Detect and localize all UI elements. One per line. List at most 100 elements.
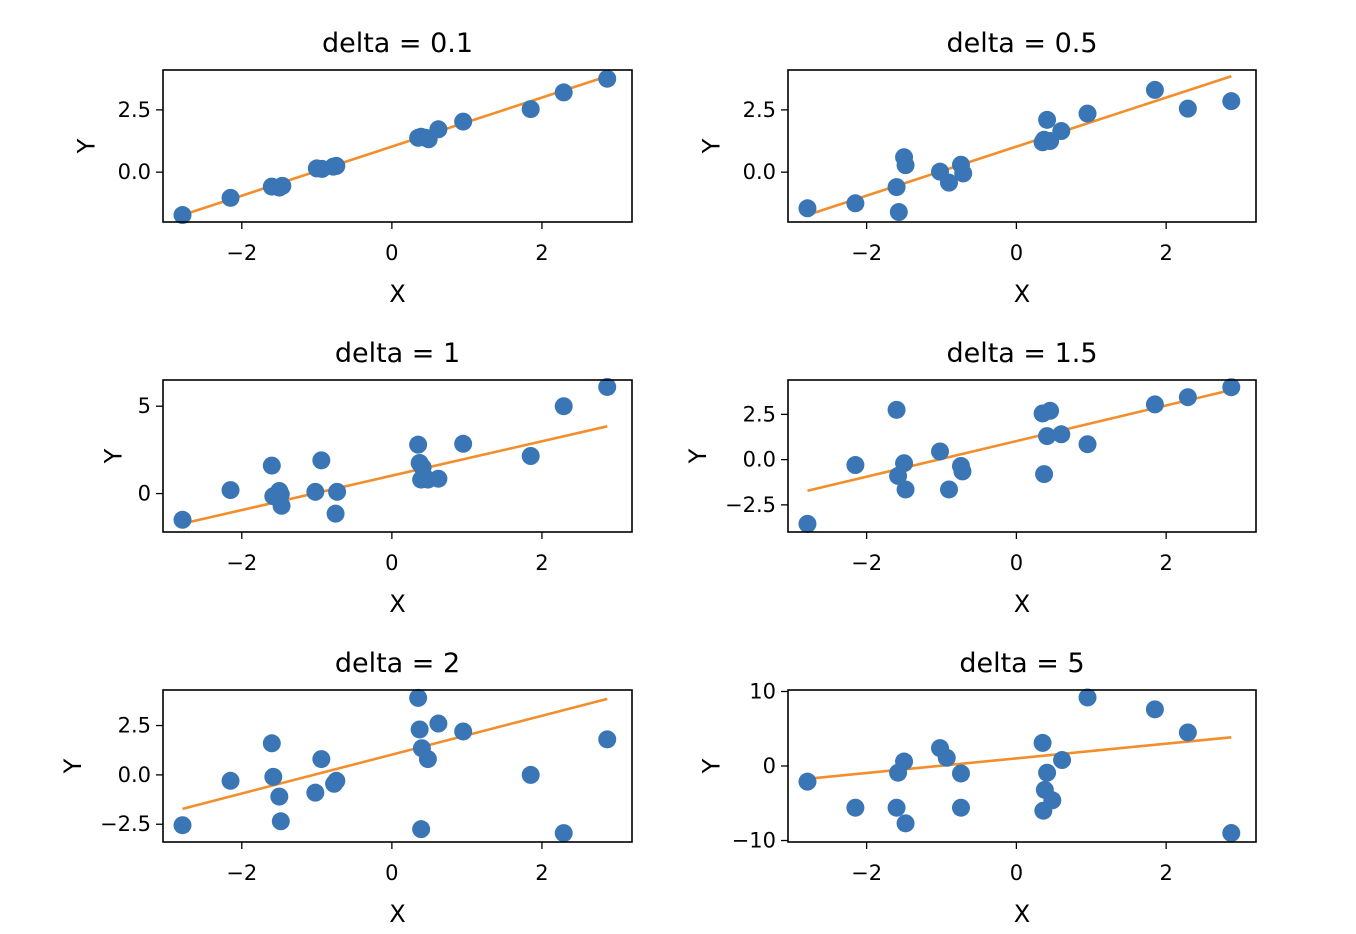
data-point [598,377,617,396]
x-axis-label: X [1014,280,1030,308]
y-axis-label: Y [684,448,712,464]
regression-line [807,736,1232,781]
data-point [273,176,292,195]
data-point [846,194,865,213]
y-axis-label: Y [100,448,128,464]
y-axis-label: Y [698,138,726,154]
data-point [1222,824,1241,843]
data-point [264,767,283,786]
data-point [1145,395,1164,414]
data-point [889,203,908,222]
data-point [409,688,428,707]
data-point [173,206,192,225]
data-point [173,510,192,529]
regression-line [807,74,1232,217]
regression-line [182,697,608,811]
data-point [306,783,325,802]
data-point [454,722,473,741]
x-tick-label: 2 [535,241,548,265]
data-point [798,199,817,218]
data-point [895,454,914,473]
data-point [1038,110,1057,129]
subplot-3: delta = 1 −2 0 2 0 5 X Y [100,338,633,618]
data-point [1178,723,1197,742]
data-point [327,156,346,175]
data-point [554,83,573,102]
data-point [272,496,291,515]
subplot-title: delta = 2 [335,648,460,679]
data-point [1043,791,1062,810]
data-point [846,456,865,475]
y-tick-label: −10 [732,829,776,853]
subplot-title: delta = 5 [959,648,1084,679]
y-tick-label: −2.5 [725,493,776,517]
data-point [270,787,289,806]
regression-line [182,74,608,217]
data-point [521,100,540,119]
data-point [312,451,331,470]
data-point [327,771,346,790]
data-point [1053,751,1072,770]
data-point [326,504,345,523]
data-point [1078,435,1097,454]
y-tick-label: 0.0 [118,160,151,184]
data-point [1038,763,1057,782]
data-point [1052,425,1071,444]
regression-line [807,388,1232,493]
y-axis-label: Y [73,138,101,154]
x-tick-label: 0 [1010,551,1023,575]
x-tick-label: 2 [1159,241,1172,265]
data-point [418,750,437,769]
y-tick-label: 0 [763,754,776,778]
data-point [953,462,972,481]
data-point [429,469,448,488]
subplot-6: delta = 5 −2 0 2 −10 0 10 X Y [698,648,1257,928]
y-tick-label: 0.0 [743,160,776,184]
x-tick-label: 2 [1159,861,1172,885]
y-axis-label: Y [59,758,87,774]
subplot-4: delta = 1.5 −2 0 2 −2.5 0.0 2.5 X Y [684,338,1257,618]
data-point [1078,104,1097,123]
data-point [598,69,617,88]
y-tick-label: 2.5 [743,98,776,122]
data-point [429,714,448,733]
y-axis-label: Y [698,758,726,774]
x-axis-label: X [389,590,405,618]
data-point [221,771,240,790]
data-point [954,164,973,183]
data-point [271,812,290,831]
y-tick-label: 2.5 [743,402,776,426]
data-point [939,480,958,499]
data-point [262,734,281,753]
subplot-title: delta = 1.5 [946,338,1097,369]
data-point [887,400,906,419]
x-tick-label: −2 [226,551,257,575]
data-point [221,188,240,207]
y-tick-label: 2.5 [118,714,151,738]
x-tick-label: −2 [226,861,257,885]
axes-frame [162,689,633,843]
data-point [798,514,817,533]
axes-frame [787,69,1257,223]
x-tick-label: 0 [385,861,398,885]
data-point [412,820,431,839]
data-point [1222,378,1241,397]
y-tick-label: 2.5 [118,98,151,122]
axes-frame [162,379,633,533]
data-point [951,764,970,783]
x-tick-label: −2 [226,241,257,265]
subplot-2: delta = 0.5 −2 0 2 0.0 2.5 X Y [698,28,1257,308]
data-point [409,435,428,454]
x-tick-label: −2 [851,861,882,885]
data-point [798,772,817,791]
data-point [939,173,958,192]
regression-line [182,425,608,525]
subplot-title: delta = 0.5 [946,28,1097,59]
axes-frame [787,689,1257,843]
data-point [1041,401,1060,420]
x-tick-label: −2 [851,551,882,575]
data-point [1052,122,1071,141]
data-point [896,480,915,499]
x-tick-label: 2 [535,551,548,575]
